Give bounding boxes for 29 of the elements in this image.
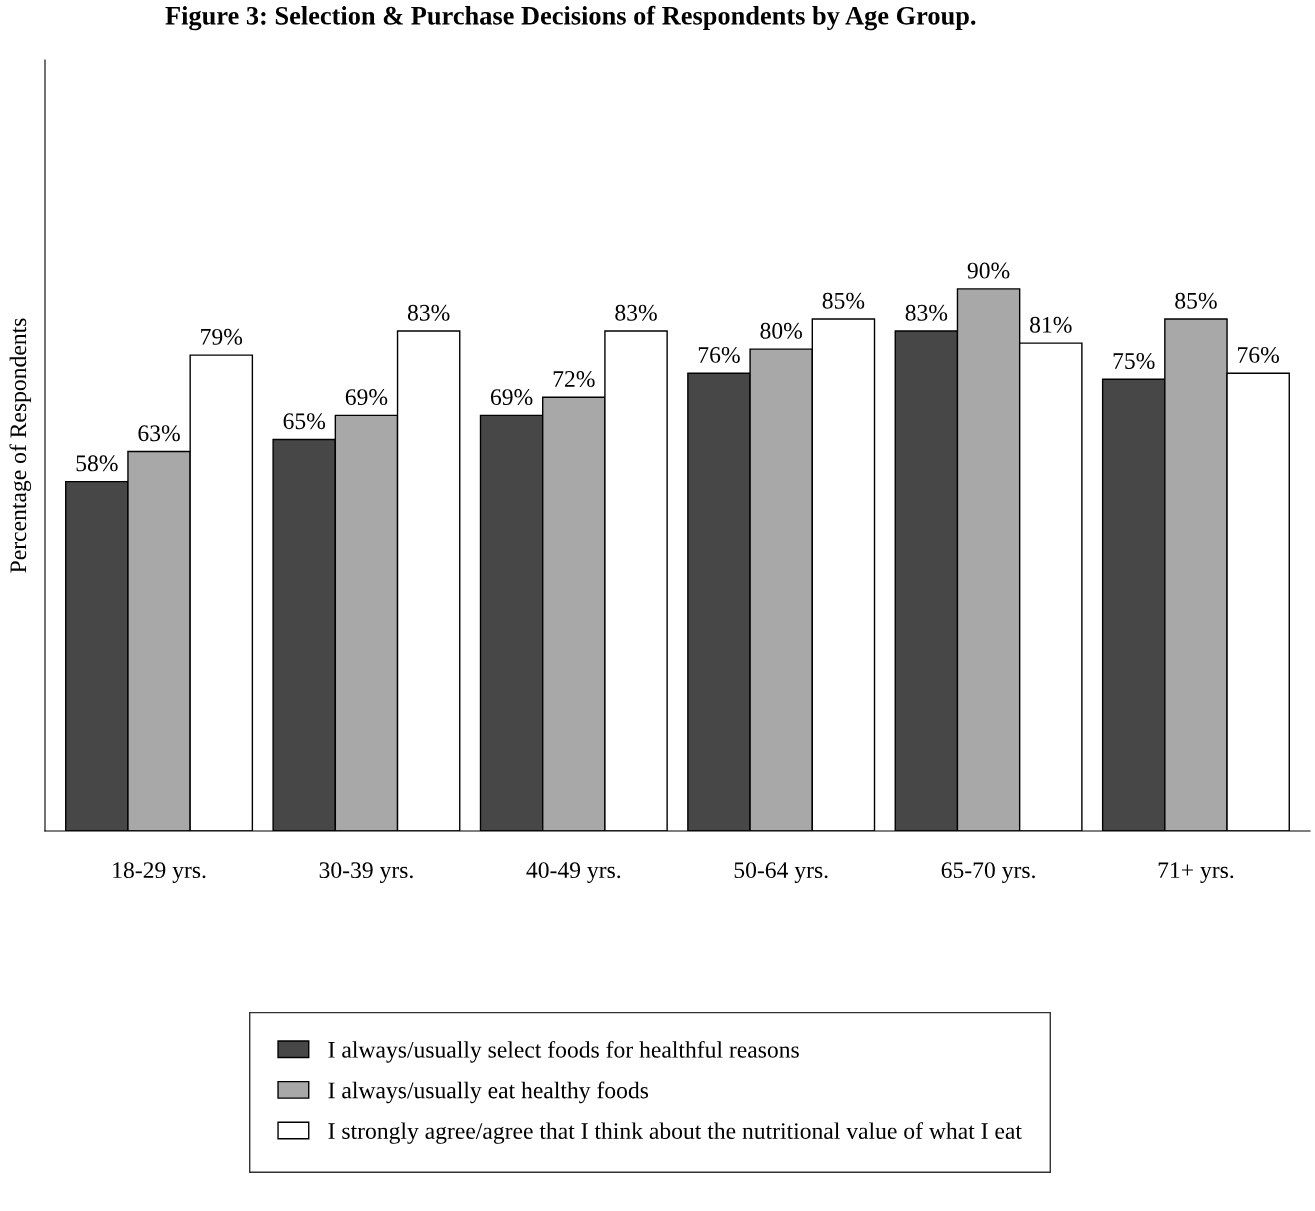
data-label: 83%	[407, 304, 450, 321]
data-label: 79%	[201, 328, 243, 345]
data-label: 63%	[138, 425, 180, 442]
data-label: 80%	[760, 322, 803, 339]
data-label: 85%	[1175, 292, 1217, 309]
x-tick-label: 65-70 yrs.	[941, 862, 1035, 883]
data-label: 65%	[283, 413, 326, 430]
data-label: 90%	[967, 262, 1010, 279]
data-label: 58%	[76, 455, 118, 472]
data-label: 76%	[698, 346, 740, 363]
data-label: 76%	[1238, 346, 1279, 363]
legend-label: I always/usually eat healthy foods	[328, 1081, 649, 1104]
data-label: 72%	[553, 371, 595, 388]
y-axis-title: Percentage of Respondents	[9, 318, 32, 573]
data-label: 75%	[1113, 352, 1155, 369]
data-label: 85%	[822, 292, 865, 309]
data-label: 69%	[345, 389, 388, 406]
data-label: 83%	[905, 304, 948, 321]
data-label: 69%	[490, 389, 533, 406]
x-tick-label: 40-49 yrs.	[526, 862, 621, 883]
x-tick-label: 18-29 yrs.	[113, 862, 206, 883]
data-label: 83%	[615, 304, 657, 321]
x-tick-label: 30-39 yrs.	[319, 862, 413, 883]
legend-label: I always/usually select foods for healthful reasons	[328, 1040, 799, 1063]
chart-title: Figure 3: Selection & Purchase Decisions of Respondents by Age Group.	[165, 5, 976, 31]
x-tick-label: 71+ yrs.	[1158, 862, 1234, 883]
legend-label: I strongly agree/agree that I think about the nutritional value of what I eat	[328, 1122, 1022, 1144]
x-tick-label: 50-64 yrs.	[734, 862, 828, 883]
data-label: 81%	[1030, 316, 1072, 333]
